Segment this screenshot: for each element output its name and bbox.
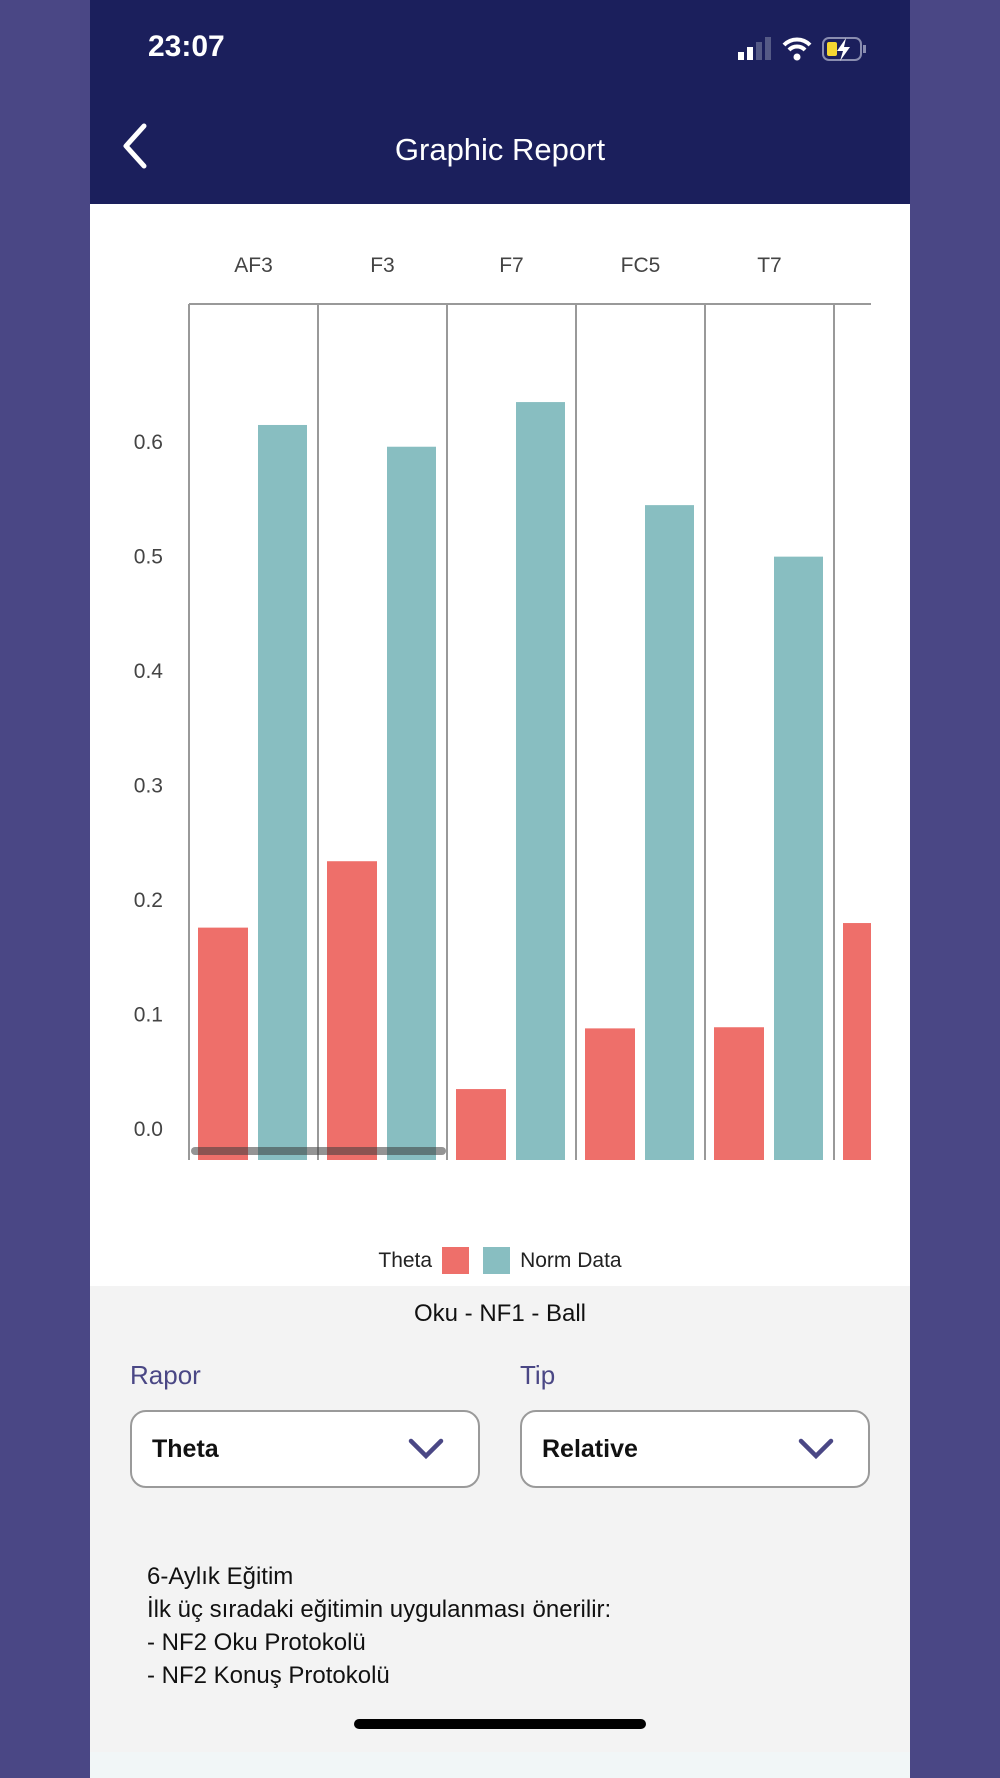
note-line: - NF2 Konuş Protokolü [147,1662,390,1689]
tip-value: Relative [542,1434,638,1463]
back-button[interactable] [120,122,150,170]
y-tick-label: 0.1 [134,1004,163,1027]
status-icons [736,36,868,62]
bar-theta [327,861,377,1160]
bar-theta [585,1028,635,1160]
legend-label-norm: Norm Data [520,1248,622,1272]
home-indicator[interactable] [354,1719,646,1729]
chevron-down-icon [798,1438,834,1460]
bar-theta [198,927,248,1160]
bar-chart: 0.0 0.1 0.2 0.3 0.4 0.5 0.6 AF3 F3 F7 FC5 T7 [90,204,910,1286]
x-category-label: AF3 [234,254,273,277]
bottom-strip [90,1752,910,1778]
y-tick-label: 0.6 [134,431,163,454]
x-category-label: F7 [499,254,524,277]
y-tick-label: 0.5 [134,546,163,569]
rapor-label: Rapor [130,1360,201,1390]
recommendation-note: 6-Aylık Eğitim İlk üç sıradaki eğitimin … [147,1560,611,1692]
app-header: 23:07 Graphic Report [90,0,910,204]
page-title: Graphic Report [394,132,606,167]
tip-dropdown[interactable]: Relative [520,1410,870,1488]
battery-charging-icon [822,37,866,61]
rapor-value: Theta [152,1434,219,1463]
y-tick-label: 0.4 [134,660,164,683]
signal-icon [738,37,771,60]
bar-theta [456,1089,506,1160]
chart-svg: 0.0 0.1 0.2 0.3 0.4 0.5 0.6 AF3 F3 F7 FC5 T7 [134,254,871,1161]
note-line: 6-Aylık Eğitim [147,1563,294,1590]
note-line: İlk üç sıradaki eğitimin uygulanması öne… [147,1596,612,1623]
legend-label-theta: Theta [378,1248,433,1272]
y-tick-label: 0.0 [134,1118,163,1141]
chart-subtitle: Oku - NF1 - Ball [413,1300,587,1327]
bar-norm-data [387,446,436,1161]
x-category-label: F3 [370,254,395,277]
chevron-down-icon [408,1438,444,1460]
y-tick-label: 0.3 [134,775,163,798]
bar-norm-data [774,556,823,1160]
bar-theta [714,1027,764,1160]
tip-label: Tip [520,1360,556,1390]
chart-legend: Theta Norm Data [90,1247,910,1274]
x-category-label: FC5 [621,254,661,277]
bar-norm-data [258,424,307,1161]
note-line: - NF2 Oku Protokolü [147,1629,366,1656]
status-time: 23:07 [148,30,225,63]
bar-norm-data [645,505,694,1160]
wifi-icon [782,37,812,61]
phone-screen: 23:07 Graphic Report 0.0 0.1 0.2 0.3 0.4 0.5 0… [90,0,910,1778]
bar-norm-data [516,402,565,1160]
x-category-label: T7 [757,254,782,277]
legend-swatch-theta [442,1247,470,1274]
y-tick-label: 0.2 [134,889,163,912]
legend-swatch-norm [483,1247,511,1274]
bar-theta [843,923,871,1160]
rapor-dropdown[interactable]: Theta [130,1410,480,1488]
